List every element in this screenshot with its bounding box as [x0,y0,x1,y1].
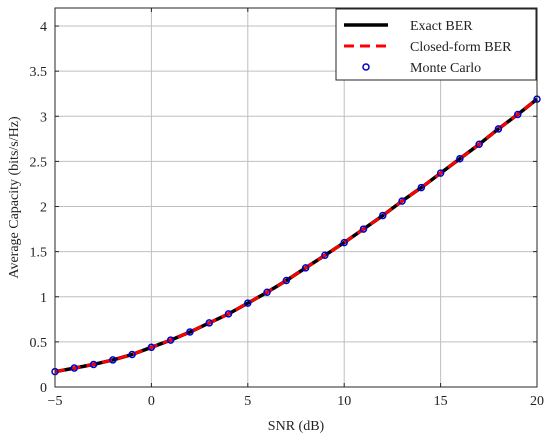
y-tick-label-3: 3 [40,110,47,125]
x-tick-label-15: 15 [434,394,448,409]
series-point-monte-carlo [436,169,445,177]
y-tick-label-4: 4 [40,20,47,35]
series-point-monte-carlo [494,125,503,133]
series-point-monte-carlo [89,360,98,369]
series-point-monte-carlo [417,183,426,192]
series-point-monte-carlo [340,238,348,247]
series-point-monte-carlo [128,350,136,359]
y-tick-label-2: 2 [40,201,47,216]
series-point-monte-carlo [244,299,252,307]
y-tick-label-3-5: 3.5 [30,65,48,80]
series-point-monte-carlo [263,288,271,296]
series-point-monte-carlo [186,328,194,336]
series-point-monte-carlo [70,364,79,372]
y-axis-label: Average Capacity (bits/s/Hz) [7,116,22,279]
series-point-monte-carlo [224,310,233,318]
plot-area-frame [54,7,538,388]
x-tick-label-10: 10 [337,394,351,409]
y-tick-label-0-5: 0.5 [30,336,48,351]
x-tick-label-20: 20 [530,394,544,409]
legend: Exact BER Closed-form BER Monte Carlo [335,8,537,81]
series-point-monte-carlo [359,225,368,233]
series-point-monte-carlo [147,343,156,352]
series-point-monte-carlo [282,276,291,285]
y-tick-label-0: 0 [40,381,47,396]
series-point-monte-carlo [398,197,406,205]
x-tick-label-5: 5 [244,394,251,409]
series-point-monte-carlo [321,251,329,260]
series-point-monte-carlo [475,140,483,149]
x-axis-label: SNR (dB) [268,419,325,434]
x-tick-label-neg5: −5 [48,394,63,409]
series-point-monte-carlo [513,110,522,119]
series-point-monte-carlo [301,264,310,272]
series-point-monte-carlo [205,319,213,327]
series-point-monte-carlo [456,154,464,163]
y-tick-label-1-5: 1.5 [30,246,48,261]
legend-label-closed-form-ber: Closed-form BER [410,40,512,55]
series-point-monte-carlo [109,356,117,364]
series-point-monte-carlo [166,336,175,344]
legend-label-monte-carlo: Monte Carlo [410,61,481,76]
series-layer [51,95,541,376]
y-tick-label-1: 1 [40,291,47,306]
y-tick-label-2-5: 2.5 [30,155,48,170]
legend-label-exact-ber: Exact BER [410,19,473,34]
legend-swatch-monte-carlo [362,63,370,71]
series-point-monte-carlo [379,211,387,220]
x-tick-label-0: 0 [148,394,155,409]
